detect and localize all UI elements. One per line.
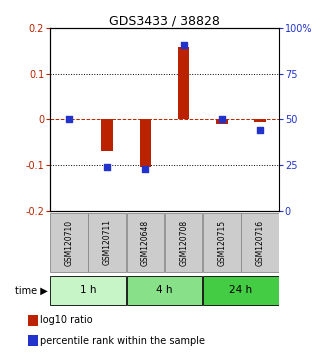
Bar <box>88 213 126 272</box>
Bar <box>203 213 241 272</box>
Text: GSM120710: GSM120710 <box>65 219 74 266</box>
Point <box>105 164 110 170</box>
Text: 1 h: 1 h <box>80 285 96 295</box>
Text: GSM120715: GSM120715 <box>217 219 226 266</box>
Text: log10 ratio: log10 ratio <box>40 315 93 325</box>
Text: percentile rank within the sample: percentile rank within the sample <box>40 336 205 346</box>
Bar <box>50 276 126 305</box>
Text: 24 h: 24 h <box>230 285 253 295</box>
Bar <box>203 276 279 305</box>
Point <box>143 166 148 172</box>
Bar <box>178 46 189 120</box>
Title: GDS3433 / 38828: GDS3433 / 38828 <box>109 14 220 27</box>
Bar <box>216 120 228 124</box>
Point <box>219 117 224 122</box>
Text: GSM120648: GSM120648 <box>141 219 150 266</box>
Bar <box>140 120 151 167</box>
Bar <box>50 213 88 272</box>
Text: 4 h: 4 h <box>156 285 173 295</box>
Bar <box>127 276 202 305</box>
Bar <box>241 213 279 272</box>
Point <box>257 127 263 133</box>
Text: time ▶: time ▶ <box>15 285 48 295</box>
Text: GSM120716: GSM120716 <box>256 219 265 266</box>
Bar <box>28 335 39 346</box>
Bar <box>28 315 39 326</box>
Bar <box>165 213 202 272</box>
Text: GSM120711: GSM120711 <box>103 219 112 266</box>
Bar <box>127 213 164 272</box>
Point <box>181 42 186 47</box>
Bar <box>255 120 266 122</box>
Bar <box>101 120 113 152</box>
Point <box>66 117 72 122</box>
Text: GSM120708: GSM120708 <box>179 219 188 266</box>
